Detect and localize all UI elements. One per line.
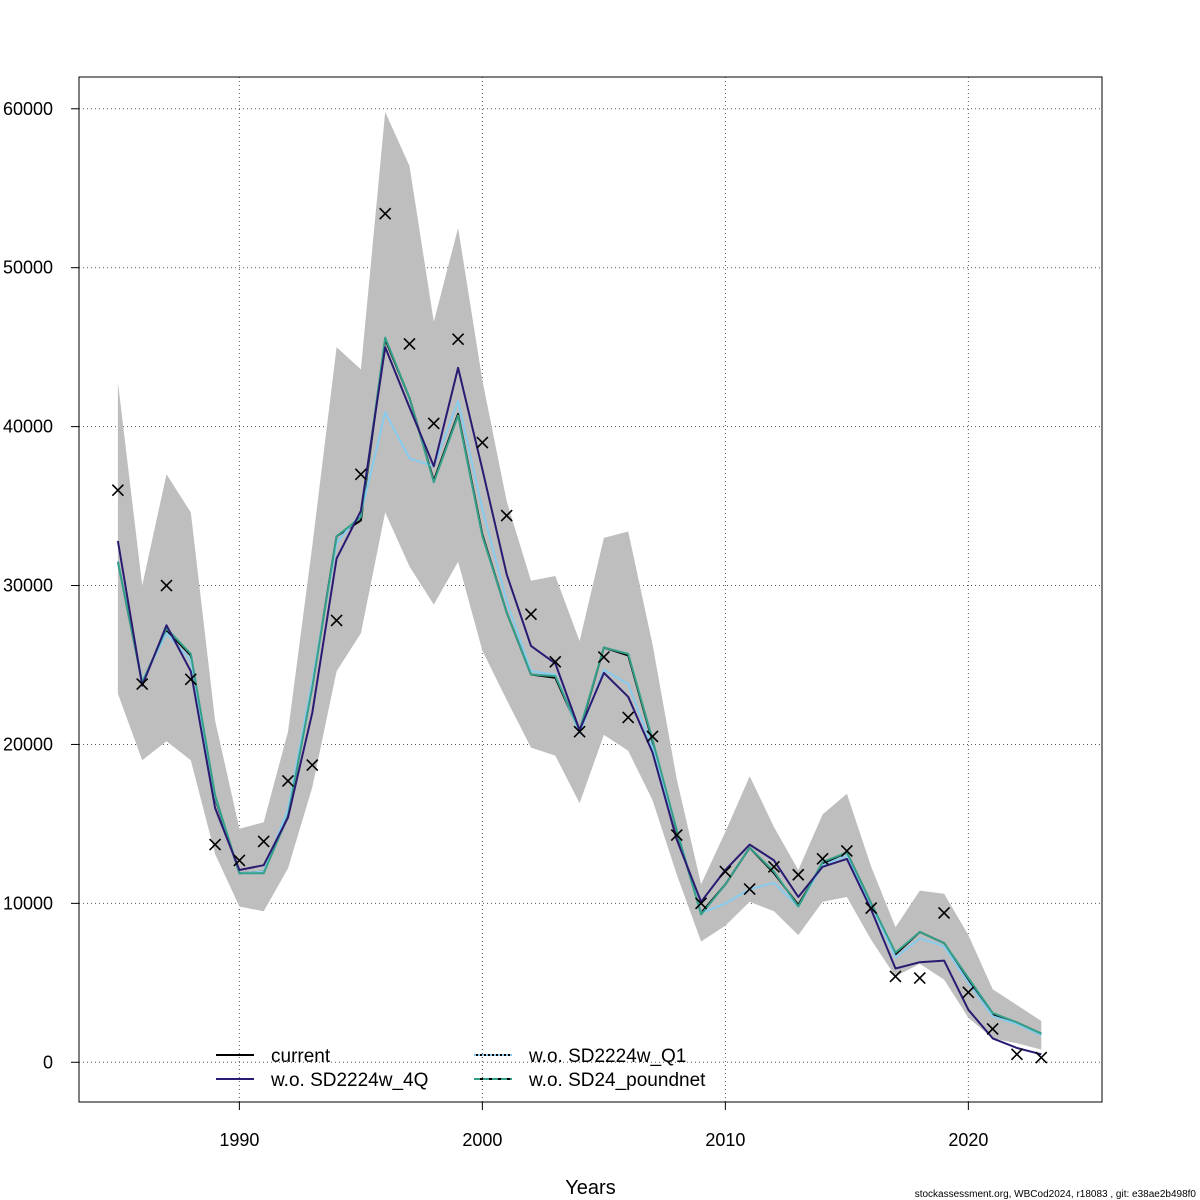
observation-marker-8 — [306, 759, 319, 772]
observation-marker-22 — [646, 730, 659, 743]
observation-marker-12 — [403, 337, 416, 351]
x-axis-title: Years — [565, 1177, 615, 1199]
observation-marker-4 — [209, 838, 222, 851]
observation-marker-7 — [281, 774, 295, 788]
observation-marker-28 — [792, 868, 805, 881]
observation-marker-3 — [184, 673, 197, 686]
footer-credit: stockassessment.org, WBCod2024, r18083 ,… — [915, 1189, 1197, 1200]
observation-marker-23 — [670, 828, 683, 842]
observation-marker-36 — [986, 1022, 999, 1035]
observation-marker-27 — [767, 860, 781, 873]
observation-marker-32 — [889, 970, 902, 983]
observation-marker-11 — [379, 207, 392, 220]
observation-marker-26 — [743, 882, 756, 896]
observation-marker-5 — [233, 854, 246, 867]
observation-marker-21 — [622, 711, 635, 724]
legend-label-2: w.o. SD2224w_Q1 — [528, 1046, 686, 1067]
axis-layer: 1990 2000 2010 2020 0 10000 20000 30000 40000 500… — [3, 99, 988, 1150]
observation-marker-30 — [840, 844, 853, 857]
y-tick-label-40000: 40000 — [3, 417, 53, 437]
observation-marker-0 — [111, 484, 124, 497]
observation-marker-24 — [694, 897, 708, 910]
observation-marker-25 — [719, 865, 732, 878]
observation-marker-2 — [160, 579, 173, 592]
observation-marker-31 — [865, 902, 878, 915]
observation-marker-37 — [1010, 1048, 1024, 1061]
observation-marker-19 — [573, 725, 586, 738]
confidence-band-layer — [117, 112, 1042, 1050]
observation-marker-15 — [476, 436, 489, 449]
observation-marker-6 — [257, 835, 270, 848]
y-tick-label-20000: 20000 — [3, 734, 53, 754]
legend-label-3: w.o. SD24_poundnet — [528, 1070, 706, 1091]
observation-marker-16 — [500, 509, 513, 522]
legend-label-0: current — [271, 1046, 331, 1067]
x-tick-label-2010: 2010 — [705, 1130, 745, 1150]
y-tick-label-10000: 10000 — [3, 893, 53, 913]
plot-frame — [78, 76, 1103, 1103]
legend: current w.o. SD2224w_4Q w.o. SD2224w_Q1 w.o… — [216, 1046, 706, 1091]
observation-marker-33 — [913, 971, 926, 985]
observations-layer — [111, 207, 1048, 1064]
observation-marker-13 — [427, 417, 440, 430]
legend-label-1: w.o. SD2224w_4Q — [270, 1070, 428, 1091]
observation-marker-38 — [1035, 1051, 1048, 1064]
y-tick-label-60000: 60000 — [3, 99, 53, 119]
observation-marker-35 — [962, 986, 975, 999]
y-tick-label-50000: 50000 — [3, 258, 53, 278]
y-tick-label-30000: 30000 — [3, 576, 53, 596]
observation-marker-10 — [354, 468, 367, 481]
x-tick-label-2000: 2000 — [462, 1130, 502, 1150]
observation-marker-34 — [937, 906, 951, 919]
observation-marker-9 — [330, 614, 343, 627]
observation-marker-20 — [597, 650, 610, 664]
observation-marker-17 — [524, 608, 538, 621]
observation-marker-29 — [816, 852, 829, 865]
y-tick-label-0: 0 — [43, 1052, 53, 1072]
x-tick-label-1990: 1990 — [219, 1130, 259, 1150]
observation-marker-1 — [136, 677, 149, 691]
confidence-band — [117, 112, 1042, 1050]
observation-marker-14 — [452, 333, 465, 346]
observation-marker-18 — [549, 655, 562, 668]
series-line-1 — [116, 346, 1042, 1056]
x-tick-label-2020: 2020 — [948, 1130, 988, 1150]
